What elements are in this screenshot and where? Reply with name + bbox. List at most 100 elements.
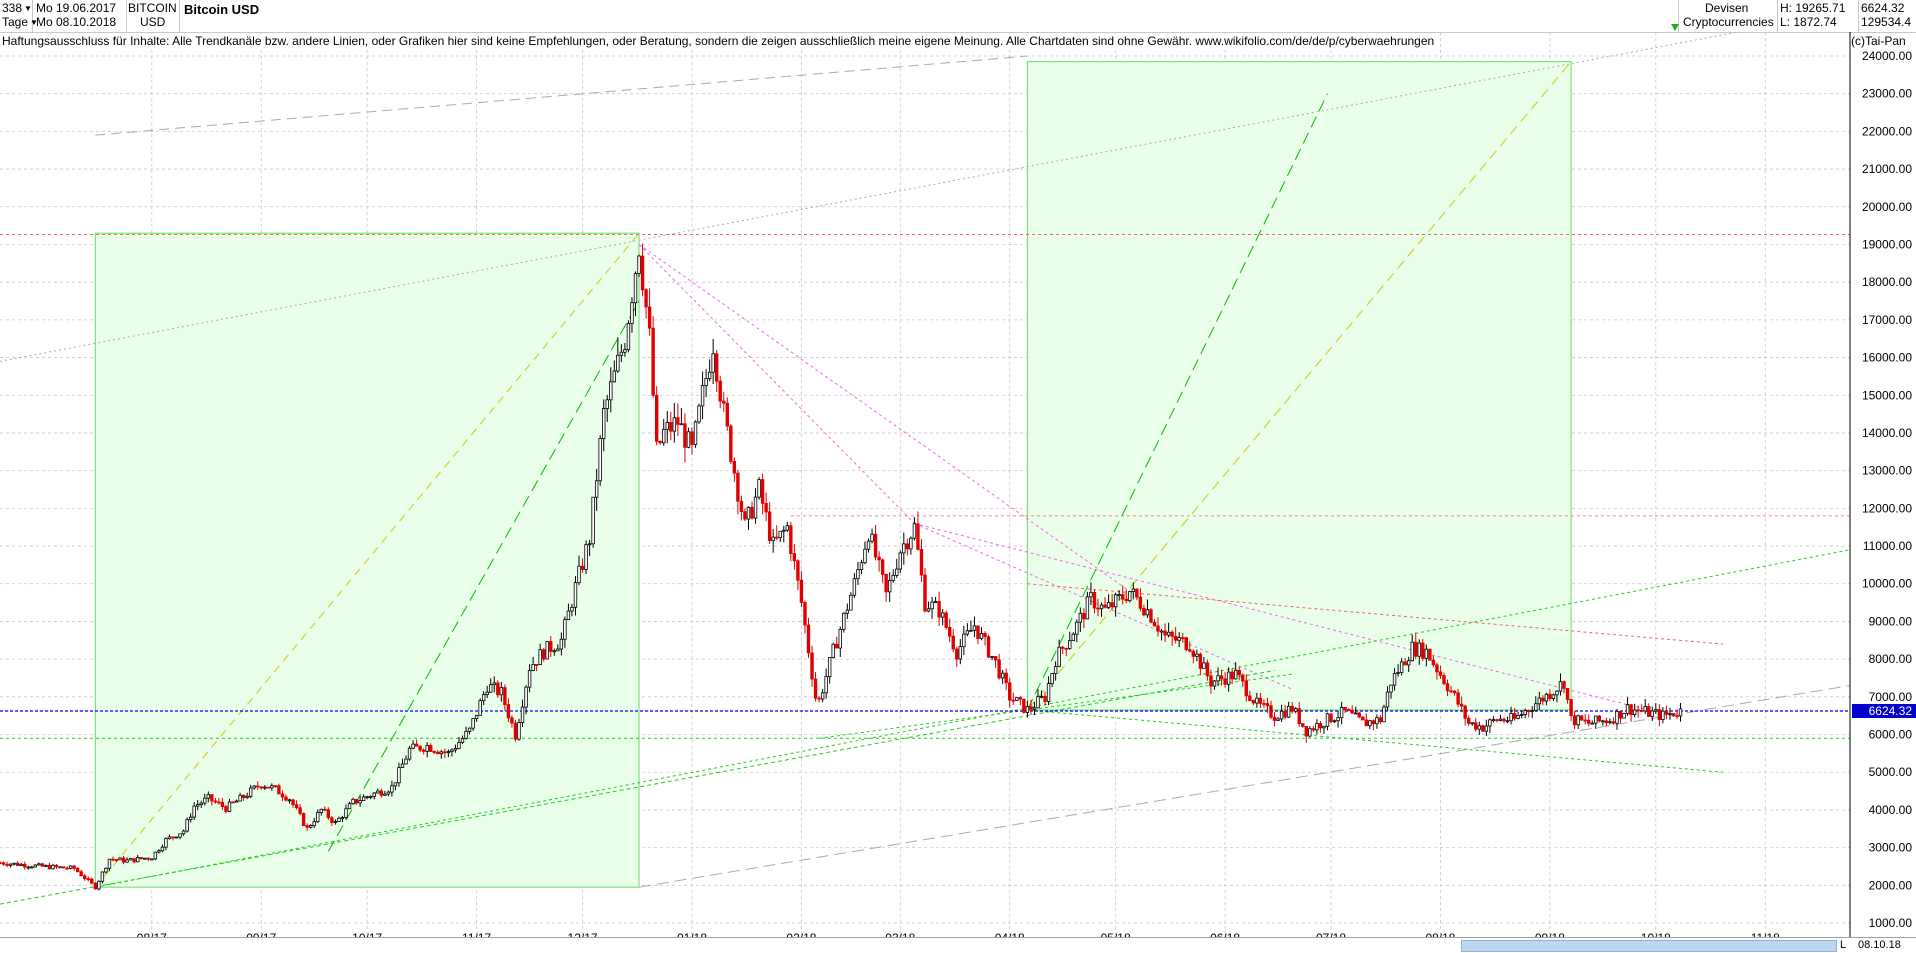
candle-body bbox=[397, 767, 401, 784]
candle-body bbox=[1675, 715, 1679, 718]
candle-body bbox=[1195, 653, 1199, 657]
x-tick-label: 10/18 bbox=[1641, 931, 1671, 937]
candle-body bbox=[199, 802, 203, 805]
candle-body bbox=[672, 417, 677, 432]
candle-body bbox=[111, 858, 115, 861]
fan-line bbox=[327, 300, 640, 852]
candle-body bbox=[771, 536, 775, 541]
y-tick-label: 13000.00 bbox=[1862, 464, 1912, 478]
candle-body bbox=[1223, 678, 1227, 685]
candle-body bbox=[746, 506, 751, 520]
candle-body bbox=[1449, 690, 1453, 693]
candle-body bbox=[838, 629, 842, 649]
candle-body bbox=[1308, 728, 1312, 737]
candle-body bbox=[400, 763, 405, 768]
candle-body bbox=[1163, 630, 1167, 636]
candle-body bbox=[796, 560, 800, 581]
candle-body bbox=[732, 460, 737, 474]
candle-body bbox=[842, 612, 846, 630]
candle-body bbox=[234, 800, 239, 803]
candle-body bbox=[5, 863, 9, 866]
candle-body bbox=[1456, 692, 1460, 705]
candle-body bbox=[538, 649, 542, 666]
candle-body bbox=[390, 785, 394, 793]
candle-body bbox=[252, 785, 256, 789]
candle-body bbox=[916, 523, 920, 550]
candle-body bbox=[1216, 675, 1220, 682]
candle-body bbox=[365, 796, 369, 799]
chevron-down-icon[interactable]: ▼ bbox=[30, 17, 38, 27]
candle-body bbox=[40, 863, 45, 867]
candle-body bbox=[241, 794, 246, 799]
scale-mode-label[interactable]: L bbox=[1840, 939, 1847, 951]
candle-body bbox=[266, 786, 271, 789]
x-tick-label: 11/18 bbox=[1751, 931, 1780, 937]
candle-body bbox=[1046, 683, 1051, 702]
candle-body bbox=[1618, 711, 1623, 719]
candle-body bbox=[997, 659, 1001, 679]
candle-body bbox=[616, 354, 620, 372]
candle-body bbox=[340, 817, 345, 819]
candle-body bbox=[471, 718, 475, 729]
candle-body bbox=[1304, 726, 1308, 737]
candle-body bbox=[128, 858, 133, 861]
interval-label: Tage bbox=[2, 15, 29, 29]
candle-body bbox=[1188, 649, 1192, 652]
candle-body bbox=[1301, 723, 1305, 727]
candlestick-chart[interactable]: 1000.00 2000.00 3000.00 4000.00 5000.00 6000.… bbox=[0, 32, 1916, 937]
candle-body bbox=[849, 594, 853, 611]
candle-body bbox=[354, 798, 359, 804]
candle-body bbox=[93, 882, 98, 890]
candle-body bbox=[44, 864, 48, 867]
resistance-line bbox=[1027, 583, 1723, 645]
candle-body bbox=[1015, 697, 1019, 701]
candle-body bbox=[1431, 659, 1436, 666]
symbol-cell[interactable]: BITCOIN USD bbox=[126, 0, 180, 32]
candle-body bbox=[1202, 662, 1206, 669]
candle-body bbox=[679, 423, 684, 426]
candle-body bbox=[1639, 710, 1644, 712]
y-tick-label: 14000.00 bbox=[1862, 426, 1912, 440]
candle-body bbox=[937, 601, 941, 618]
y-tick-label: 8000.00 bbox=[1869, 652, 1913, 666]
candle-body bbox=[1138, 596, 1143, 609]
candle-body bbox=[983, 633, 987, 638]
candle-body bbox=[305, 825, 309, 828]
candle-body bbox=[485, 691, 489, 696]
x-tick-label: 05/18 bbox=[1101, 931, 1131, 937]
time-scrollbar[interactable] bbox=[1461, 940, 1837, 952]
candle-body bbox=[993, 656, 998, 661]
date-range[interactable]: Mo 19.06.2017 Mo 08.10.2018 bbox=[32, 0, 127, 32]
candle-body bbox=[245, 795, 249, 799]
candle-body bbox=[481, 694, 486, 702]
candle-body bbox=[1477, 725, 1481, 730]
candle-body bbox=[1283, 710, 1287, 718]
candle-body bbox=[552, 650, 556, 653]
candle-body bbox=[1417, 642, 1421, 657]
candle-body bbox=[188, 816, 193, 821]
candle-body bbox=[1572, 715, 1577, 726]
candle-body bbox=[217, 801, 221, 804]
candle-body bbox=[1075, 621, 1079, 635]
candle-body bbox=[556, 648, 560, 652]
channel-top-line bbox=[95, 55, 1028, 136]
candle-body bbox=[75, 867, 80, 873]
candle-body bbox=[1357, 712, 1361, 718]
candle-body bbox=[1537, 697, 1542, 705]
candle-body bbox=[1664, 710, 1669, 715]
candle-body bbox=[820, 692, 825, 700]
candle-body bbox=[1481, 725, 1485, 732]
candle-body bbox=[263, 786, 267, 789]
candle-body bbox=[792, 553, 797, 562]
chevron-down-icon[interactable]: ▼ bbox=[24, 3, 32, 13]
candle-body bbox=[647, 306, 652, 329]
period-selector[interactable]: 338 ▼ Tage ▼ bbox=[0, 0, 38, 32]
candle-body bbox=[323, 808, 327, 811]
candle-body bbox=[775, 536, 779, 539]
candle-body bbox=[810, 652, 814, 680]
candle-body bbox=[1184, 637, 1188, 651]
lower-channel-line bbox=[0, 669, 1275, 905]
candle-body bbox=[1368, 720, 1372, 727]
candle-body bbox=[1346, 709, 1351, 711]
candle-body bbox=[778, 530, 782, 539]
